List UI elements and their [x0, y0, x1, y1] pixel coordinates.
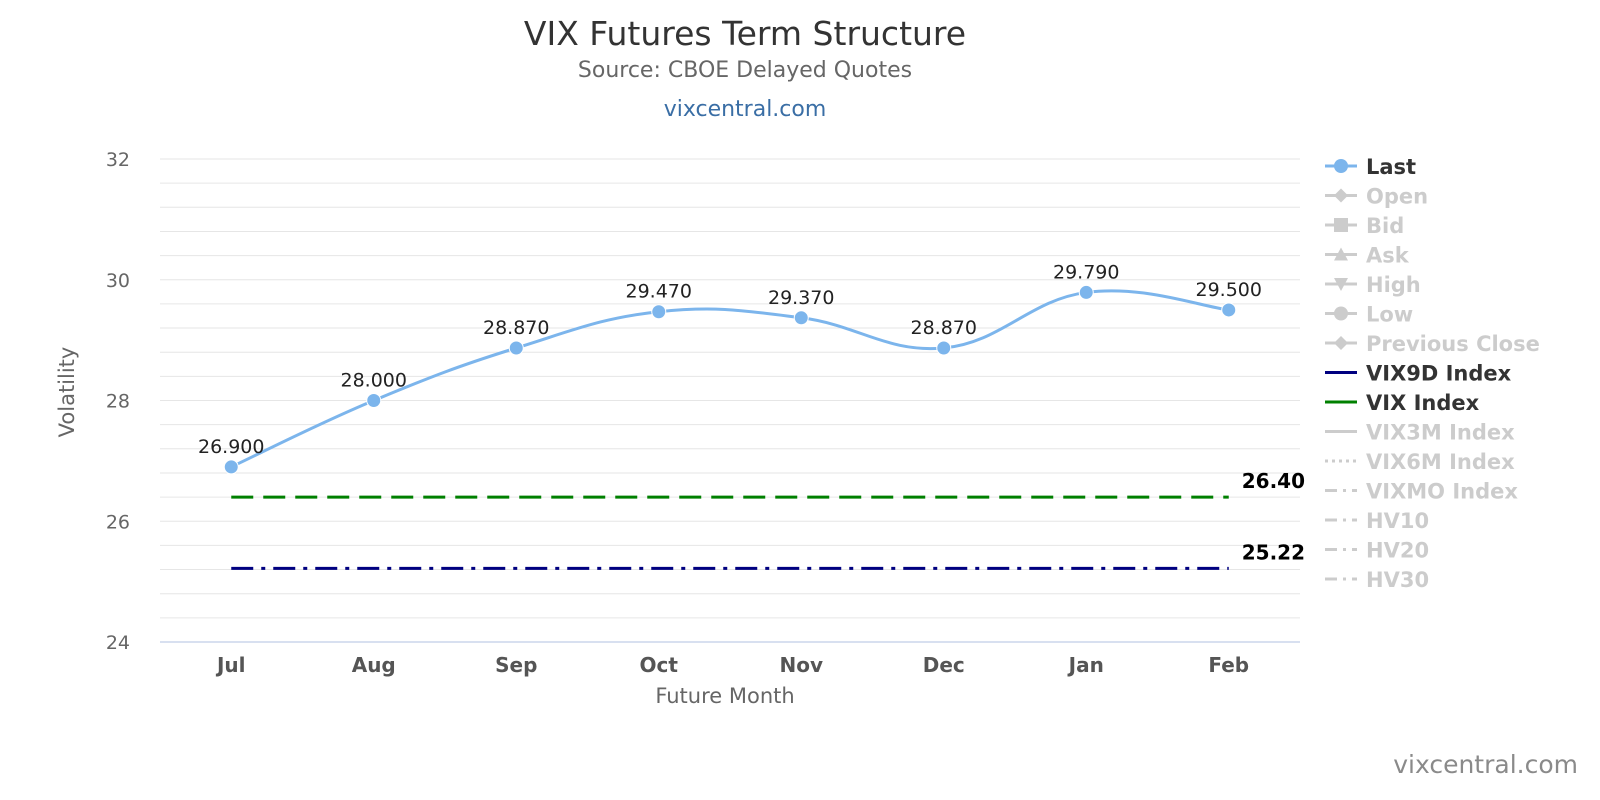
legend-label: Open	[1366, 185, 1428, 209]
y-tick-label: 28	[106, 391, 130, 413]
x-tick-label: Sep	[495, 653, 537, 677]
legend-triangle-down-icon	[1334, 278, 1348, 291]
legend-label: Previous Close	[1366, 332, 1540, 356]
x-tick-label: Feb	[1208, 653, 1249, 677]
x-tick-label: Jul	[215, 653, 246, 677]
series-line-last	[230, 289, 1229, 469]
x-axis-title: Future Month	[655, 684, 794, 708]
legend-label: VIX6M Index	[1366, 450, 1515, 474]
data-label: 28.000	[341, 370, 407, 392]
legend-label: VIX Index	[1366, 391, 1480, 415]
legend-triangle-icon	[1334, 247, 1348, 261]
legend-item[interactable]: Low	[1325, 303, 1413, 327]
data-point[interactable]	[793, 310, 809, 326]
data-label: 26.900	[198, 436, 264, 458]
legend-item[interactable]: Open	[1325, 185, 1428, 209]
y-tick-label: 24	[106, 632, 130, 654]
x-tick-label: Jan	[1067, 653, 1104, 677]
legend-item[interactable]: VIX Index	[1325, 391, 1480, 415]
legend-item[interactable]: Ask	[1325, 244, 1410, 268]
legend: Last Open Bid Ask High Low Previous Close VIX9D…	[1325, 155, 1540, 592]
data-label: 29.470	[626, 281, 692, 303]
legend-label: Ask	[1366, 244, 1410, 268]
x-tick-label: Aug	[352, 653, 396, 677]
data-label: 29.790	[1053, 261, 1119, 283]
data-point[interactable]	[508, 340, 524, 356]
legend-item[interactable]: Last	[1325, 155, 1416, 179]
legend-item[interactable]: HV20	[1325, 539, 1429, 563]
data-label: 28.870	[911, 317, 977, 339]
data-label: 29.500	[1196, 279, 1262, 301]
axes: Future Month Volatility 24 26 28 30 32 Jul Aug…	[55, 149, 1249, 708]
legend-circle-icon	[1334, 159, 1348, 173]
legend-item[interactable]: VIX3M Index	[1325, 421, 1515, 445]
legend-label: Bid	[1366, 214, 1404, 238]
x-tick-label: Dec	[923, 653, 965, 677]
y-tick-label: 32	[106, 149, 130, 171]
legend-item[interactable]: Previous Close	[1325, 332, 1540, 356]
legend-circle-icon	[1334, 306, 1348, 321]
legend-label: HV20	[1366, 539, 1429, 563]
data-point[interactable]	[223, 459, 239, 475]
reference-lines	[231, 495, 1229, 570]
legend-label: Last	[1366, 155, 1416, 179]
legend-item[interactable]: VIXMO Index	[1325, 480, 1518, 504]
y-tick-label: 30	[106, 270, 130, 292]
x-tick-label: Nov	[779, 653, 823, 677]
chart-subtitle: Source: CBOE Delayed Quotes	[577, 58, 913, 83]
legend-label: HV30	[1366, 568, 1429, 592]
legend-label: VIX9D Index	[1366, 362, 1512, 386]
legend-label: Low	[1366, 303, 1413, 327]
series-layer	[223, 284, 1237, 475]
legend-item[interactable]: HV10	[1325, 509, 1429, 533]
data-label: 29.370	[768, 287, 834, 309]
legend-label: High	[1366, 273, 1421, 297]
legend-item[interactable]: High	[1325, 273, 1421, 297]
legend-item[interactable]: VIX6M Index	[1325, 450, 1515, 474]
data-labels: 26.40 25.22 26.900 28.000 28.870 29.470 29.370…	[198, 261, 1305, 564]
source-link[interactable]: vixcentral.com	[663, 97, 827, 122]
legend-square-icon	[1334, 218, 1348, 232]
data-point[interactable]	[651, 304, 667, 320]
x-tick-label: Oct	[640, 653, 679, 677]
legend-label: VIXMO Index	[1366, 480, 1518, 504]
data-point[interactable]	[366, 393, 382, 408]
legend-item[interactable]: HV30	[1325, 568, 1429, 592]
data-point[interactable]	[1221, 302, 1237, 318]
chart-title: VIX Futures Term Structure	[523, 14, 967, 53]
legend-label: HV10	[1366, 509, 1429, 533]
data-label: 28.870	[483, 317, 549, 339]
grid-layer	[160, 158, 1300, 643]
legend-label: VIX3M Index	[1366, 421, 1515, 445]
legend-diamond-icon	[1334, 188, 1348, 203]
data-point[interactable]	[936, 340, 952, 356]
reference-line-label: 25.22	[1242, 540, 1305, 564]
legend-item[interactable]: Bid	[1325, 214, 1404, 238]
reference-line-label: 26.40	[1242, 469, 1305, 493]
data-point[interactable]	[1078, 284, 1094, 300]
legend-item[interactable]: VIX9D Index	[1325, 362, 1512, 386]
legend-diamond-icon	[1334, 336, 1348, 350]
y-tick-label: 26	[106, 511, 130, 533]
credit-text: vixcentral.com	[1393, 750, 1578, 779]
y-axis-title: Volatility	[55, 347, 79, 438]
